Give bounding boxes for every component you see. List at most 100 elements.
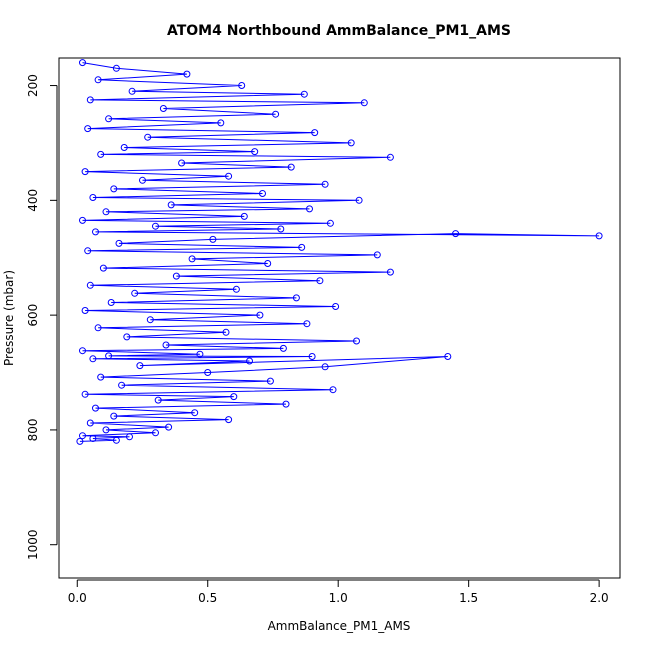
y-tick-label: 600 <box>26 304 40 327</box>
data-point <box>266 377 274 385</box>
data-point <box>256 311 264 319</box>
data-point <box>298 243 306 251</box>
x-tick-label: 0.5 <box>198 591 217 605</box>
data-point <box>126 433 133 441</box>
data-point <box>251 148 259 156</box>
data-point <box>94 76 102 84</box>
data-point <box>105 115 113 123</box>
y-axis: 200 400 600 800 1000 <box>26 74 58 560</box>
data-point <box>326 219 334 227</box>
x-axis: 0.0 0.5 1.0 1.5 2.0 <box>68 579 609 605</box>
data-point <box>292 294 300 302</box>
data-point <box>79 59 86 67</box>
data-point <box>86 281 94 289</box>
data-point <box>172 272 180 280</box>
data-point <box>386 268 394 276</box>
data-point <box>246 357 253 365</box>
data-point <box>118 381 126 389</box>
data-point <box>595 232 603 240</box>
data-point <box>86 419 94 427</box>
x-tick-label: 1.0 <box>329 591 348 605</box>
data-point <box>238 82 246 89</box>
data-point <box>225 416 233 424</box>
data-point <box>139 176 146 184</box>
data-point <box>110 185 118 193</box>
data-point <box>329 386 337 394</box>
data-point <box>287 163 295 171</box>
data-point <box>272 110 280 118</box>
data-point <box>316 277 324 285</box>
data-point <box>112 436 120 444</box>
data-point <box>92 404 99 412</box>
data-point <box>159 105 167 112</box>
data-point <box>386 153 394 161</box>
y-tick-label: 1000 <box>26 529 40 560</box>
data-point <box>209 235 217 243</box>
x-tick-label: 0.0 <box>68 591 87 605</box>
data-point <box>167 201 175 209</box>
data-point <box>97 373 105 381</box>
data-point <box>452 230 460 238</box>
data-point <box>183 70 191 78</box>
x-tick-label: 1.5 <box>459 591 478 605</box>
data-point <box>86 96 94 104</box>
data-point <box>144 133 152 141</box>
y-tick-label: 400 <box>26 189 40 212</box>
data-point <box>355 196 363 204</box>
series-line <box>79 62 600 442</box>
data-point <box>353 337 360 345</box>
data-point <box>165 423 173 431</box>
data-point <box>321 180 329 188</box>
data-point <box>110 412 118 420</box>
chart-title: ATOM4 Northbound AmmBalance_PM1_AMS <box>167 23 511 39</box>
data-point <box>308 353 316 360</box>
data-point <box>115 239 123 247</box>
x-tick-label: 2.0 <box>590 591 609 605</box>
data-point <box>178 159 186 167</box>
data-point <box>84 125 92 133</box>
data-point <box>97 150 105 158</box>
data-point <box>76 437 84 445</box>
data-point <box>222 328 230 336</box>
data-point <box>154 396 162 404</box>
data-point <box>306 205 313 213</box>
data-point <box>81 307 89 314</box>
data-point <box>279 344 287 352</box>
data-point <box>225 172 233 180</box>
y-tick-label: 200 <box>26 74 40 97</box>
data-point <box>217 119 225 127</box>
data-point <box>188 255 196 263</box>
data-point <box>136 362 144 370</box>
data-point <box>92 228 99 236</box>
data-point <box>112 64 120 72</box>
data-point <box>311 129 319 137</box>
data-point <box>300 90 308 98</box>
y-axis-label: Pressure (mbar) <box>2 270 16 366</box>
data-point <box>444 353 452 360</box>
data-point <box>240 212 248 220</box>
data-point <box>321 363 329 371</box>
data-point <box>360 99 368 107</box>
y-tick-label: 800 <box>26 418 40 441</box>
data-point <box>347 139 355 147</box>
data-point <box>79 216 86 224</box>
data-point <box>102 426 110 434</box>
x-axis-label: AmmBalance_PM1_AMS <box>268 619 411 633</box>
data-point <box>332 303 340 310</box>
data-point <box>123 333 131 341</box>
data-point <box>162 341 170 349</box>
data-point <box>282 400 290 408</box>
data-point <box>84 247 92 255</box>
plot-frame <box>58 57 621 579</box>
data-point <box>204 369 212 376</box>
data-point <box>81 390 89 398</box>
data-point <box>259 190 266 197</box>
data-point <box>152 429 159 437</box>
data-point <box>146 316 154 324</box>
data-point <box>264 260 272 267</box>
data-point <box>373 251 381 259</box>
data-point <box>102 208 110 216</box>
data-point <box>277 225 285 233</box>
